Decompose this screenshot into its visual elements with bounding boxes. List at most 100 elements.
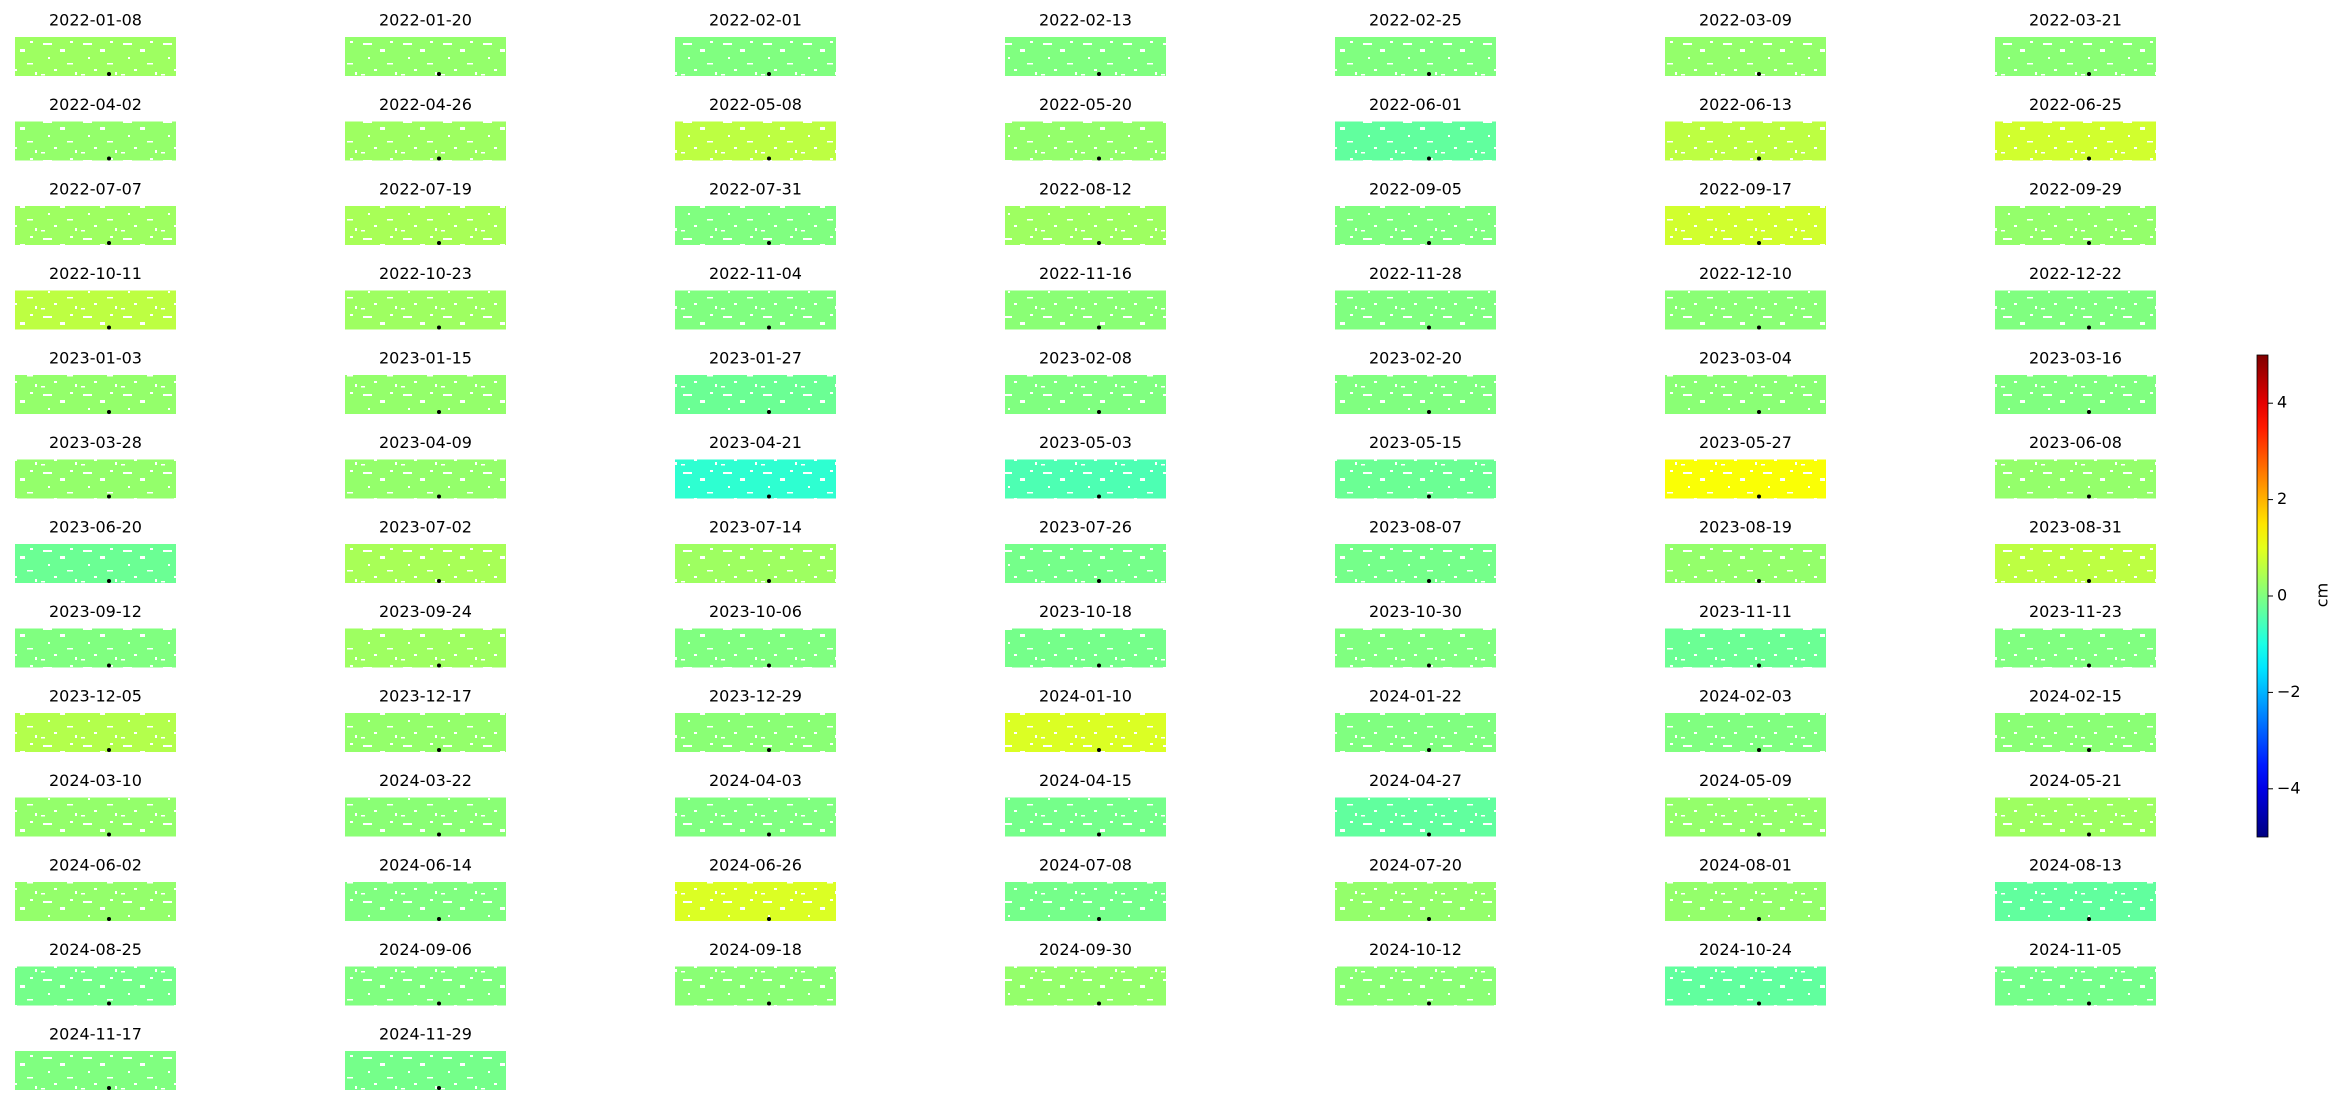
map-mask (1995, 713, 2156, 752)
reference-point (1097, 917, 1101, 921)
panel-title: 2024-03-10 (49, 771, 142, 790)
panel-title: 2023-08-07 (1369, 518, 1462, 537)
reference-point (1427, 410, 1431, 414)
panel-title: 2023-07-14 (709, 518, 802, 537)
panel-title: 2023-06-20 (49, 518, 142, 537)
map-mask (15, 882, 176, 921)
map-mask (1335, 966, 1496, 1006)
map-mask (345, 459, 506, 499)
colorbar-tick-label: −4 (2277, 778, 2301, 797)
reference-point (1097, 579, 1101, 583)
colorbar-tick-label: 2 (2277, 489, 2287, 508)
colorbar-tick-label: 4 (2277, 393, 2287, 412)
map-mask (345, 375, 506, 414)
reference-point (767, 241, 771, 245)
map-mask (1005, 459, 1166, 499)
panel-title: 2024-09-06 (379, 940, 472, 959)
panel-title: 2023-03-28 (49, 433, 142, 452)
map-mask (1665, 713, 1826, 752)
reference-point (1427, 663, 1431, 668)
panel-title: 2023-12-29 (709, 687, 802, 706)
reference-point (107, 410, 111, 414)
panel-title: 2023-01-15 (379, 349, 472, 368)
panel-title: 2022-08-12 (1039, 180, 1132, 199)
reference-point (1427, 72, 1431, 76)
reference-point (437, 241, 441, 245)
map-mask (1005, 544, 1166, 583)
panel-title: 2024-10-24 (1699, 940, 1792, 959)
panel-title: 2023-01-03 (49, 349, 142, 368)
map-mask (345, 966, 506, 1006)
panel-title: 2023-04-21 (709, 433, 802, 452)
panel-title: 2023-04-09 (379, 433, 472, 452)
panel-title: 2024-03-22 (379, 771, 472, 790)
panel-title: 2024-04-27 (1369, 771, 1462, 790)
reference-point (2087, 241, 2091, 245)
panel-title: 2024-01-10 (1039, 687, 1132, 706)
panel-title: 2022-11-04 (709, 264, 802, 283)
map-mask (345, 206, 506, 245)
reference-point (437, 410, 441, 414)
map-mask (1335, 459, 1496, 499)
map-mask (1995, 882, 2156, 921)
reference-point (1427, 325, 1431, 330)
reference-point (107, 917, 111, 921)
map-mask (1335, 206, 1496, 245)
reference-point (107, 748, 111, 752)
map-mask (1335, 37, 1496, 76)
panel-title: 2023-10-06 (709, 602, 802, 621)
map-mask (1335, 882, 1496, 921)
reference-point (2087, 832, 2091, 837)
panel-title: 2024-05-21 (2029, 771, 2122, 790)
map-mask (1665, 882, 1826, 921)
reference-point (437, 1086, 441, 1090)
reference-point (1757, 748, 1761, 752)
map-mask (675, 206, 836, 245)
panel-title: 2024-09-30 (1039, 940, 1132, 959)
reference-point (107, 325, 111, 330)
reference-point (107, 72, 111, 76)
reference-point (767, 579, 771, 583)
panel-title: 2022-12-10 (1699, 264, 1792, 283)
panel-title: 2024-10-12 (1369, 940, 1462, 959)
panel-title: 2024-08-25 (49, 940, 142, 959)
map-mask (345, 544, 506, 583)
map-mask (675, 882, 836, 921)
panel-title: 2022-01-20 (379, 11, 472, 30)
reference-point (767, 410, 771, 414)
panel-title: 2023-03-04 (1699, 349, 1792, 368)
panel-title: 2023-09-24 (379, 602, 472, 621)
map-mask (1335, 628, 1496, 668)
map-mask (1665, 797, 1826, 837)
reference-point (1757, 325, 1761, 330)
panel-title: 2023-01-27 (709, 349, 802, 368)
panel-title: 2023-05-27 (1699, 433, 1792, 452)
map-mask (1005, 628, 1166, 668)
map-mask (1005, 121, 1166, 161)
reference-point (107, 579, 111, 583)
reference-point (1757, 832, 1761, 837)
colorbar-label: cm (2313, 583, 2332, 607)
reference-point (1757, 1001, 1761, 1006)
map-mask (15, 628, 176, 668)
panel-title: 2023-07-26 (1039, 518, 1132, 537)
reference-point (437, 325, 441, 330)
reference-point (1757, 241, 1761, 245)
map-mask (15, 290, 176, 330)
map-mask (1665, 544, 1826, 583)
reference-point (437, 748, 441, 752)
map-mask (1995, 544, 2156, 583)
reference-point (1097, 748, 1101, 752)
map-mask (1995, 121, 2156, 161)
map-mask (345, 121, 506, 161)
reference-point (107, 663, 111, 668)
panel-title: 2024-11-17 (49, 1025, 142, 1044)
map-mask (345, 882, 506, 921)
map-mask (1665, 121, 1826, 161)
reference-point (767, 156, 771, 161)
reference-point (107, 832, 111, 837)
reference-point (1757, 579, 1761, 583)
reference-point (107, 241, 111, 245)
